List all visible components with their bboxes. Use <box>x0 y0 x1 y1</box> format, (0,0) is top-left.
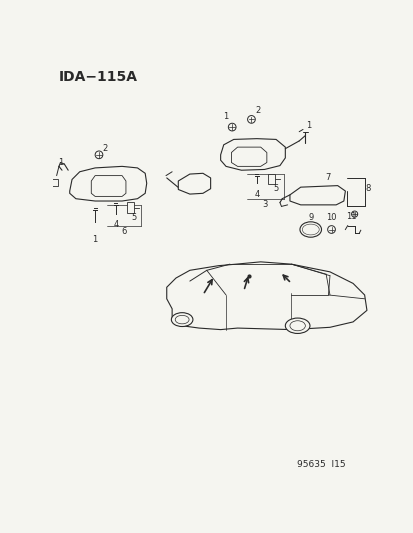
Text: 3: 3 <box>262 200 267 209</box>
Circle shape <box>247 116 255 123</box>
Text: 8: 8 <box>365 184 370 193</box>
Polygon shape <box>220 139 285 170</box>
Text: 1: 1 <box>92 235 97 244</box>
Ellipse shape <box>289 321 305 331</box>
Text: 1: 1 <box>58 158 63 167</box>
Text: 5: 5 <box>273 184 278 193</box>
Text: IDA−115A: IDA−115A <box>59 70 138 84</box>
Circle shape <box>327 225 335 233</box>
Text: 5: 5 <box>131 213 136 222</box>
Bar <box>52 179 58 185</box>
Circle shape <box>228 123 235 131</box>
Circle shape <box>351 211 357 217</box>
Polygon shape <box>166 262 366 329</box>
Text: 6: 6 <box>121 227 127 236</box>
Ellipse shape <box>285 318 309 334</box>
Polygon shape <box>289 185 344 205</box>
Text: 2: 2 <box>254 106 260 115</box>
Ellipse shape <box>175 316 189 324</box>
Ellipse shape <box>301 224 318 235</box>
Text: 1: 1 <box>223 112 228 121</box>
Bar <box>127 202 133 213</box>
Bar <box>268 174 274 184</box>
Text: 9: 9 <box>307 213 313 222</box>
Text: 1: 1 <box>306 121 311 130</box>
Ellipse shape <box>299 222 321 237</box>
Polygon shape <box>231 147 266 166</box>
Ellipse shape <box>171 313 192 327</box>
Text: 4: 4 <box>254 190 259 199</box>
Text: 11: 11 <box>345 212 356 221</box>
Polygon shape <box>178 173 210 194</box>
Text: 10: 10 <box>325 213 336 222</box>
Text: 7: 7 <box>325 173 330 182</box>
Text: 4: 4 <box>113 220 118 229</box>
Circle shape <box>95 151 102 159</box>
Polygon shape <box>69 166 146 201</box>
Polygon shape <box>91 175 126 196</box>
Text: 2: 2 <box>102 144 107 153</box>
Text: 95635  I15: 95635 I15 <box>296 460 344 469</box>
